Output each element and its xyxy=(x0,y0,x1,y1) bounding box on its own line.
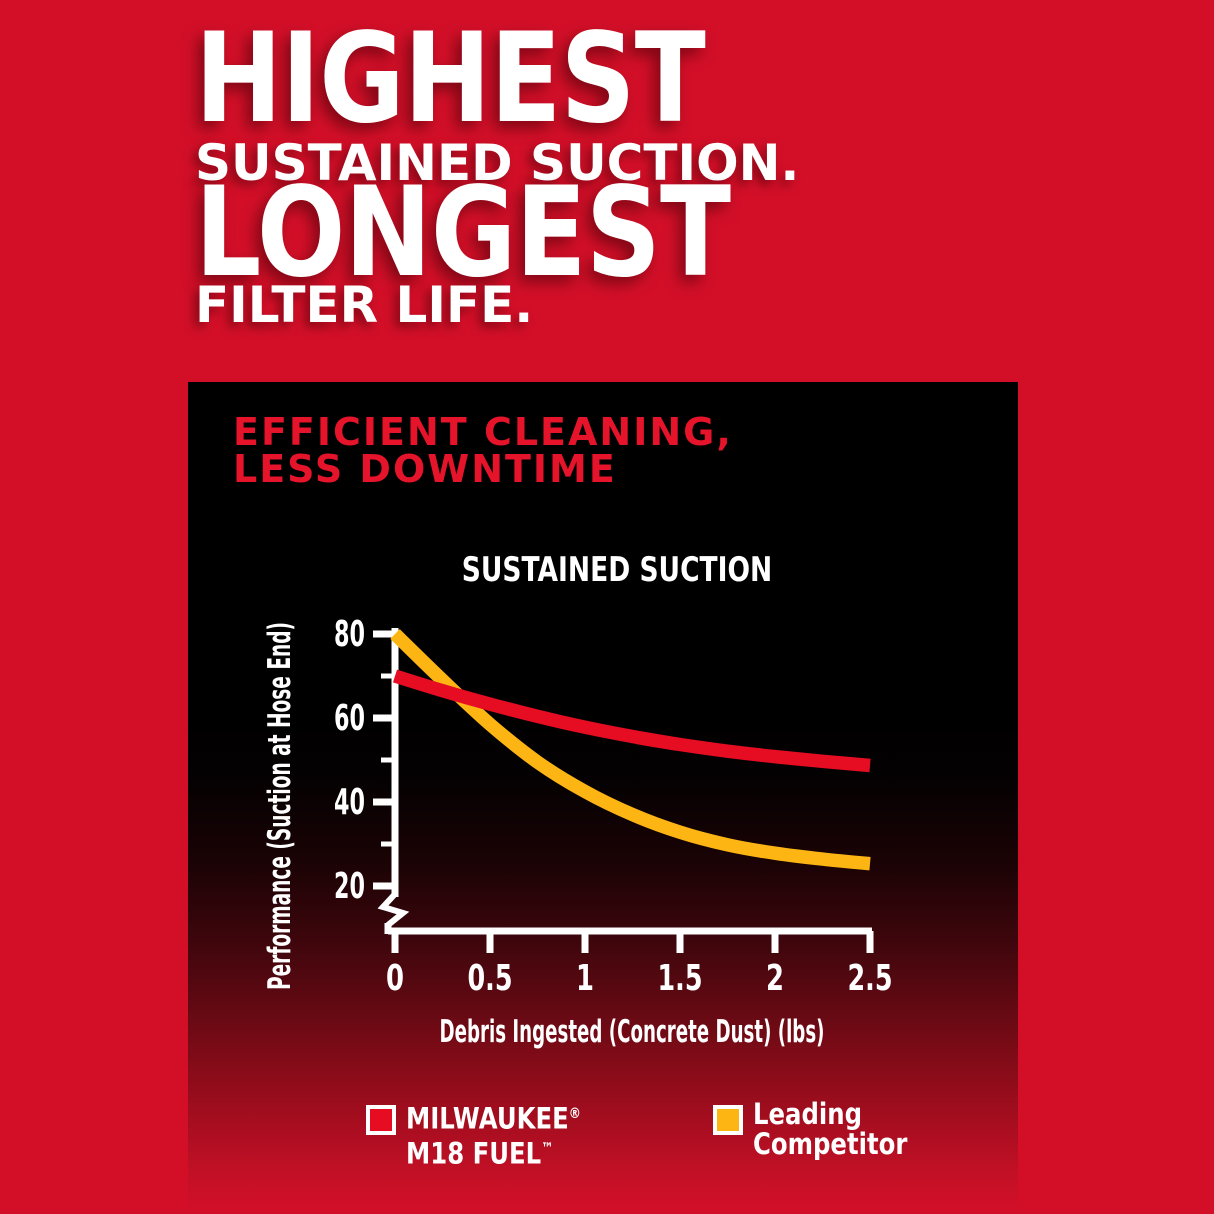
hero-line-longest: LONGEST xyxy=(195,161,731,305)
hero-line-filter-life: FILTER LIFE. xyxy=(195,276,534,334)
legend-m18-fuel-text: M18 FUEL xyxy=(406,1136,542,1171)
competitor-series-swatch-icon xyxy=(713,1105,743,1135)
panel-heading: EFFICIENT CLEANING, LESS DOWNTIME xyxy=(233,413,733,491)
hero-line-highest: HIGHEST xyxy=(195,7,706,151)
hero-line-sustained-suction: SUSTAINED SUCTION. xyxy=(195,134,800,192)
hero-headline: HIGHEST SUSTAINED SUCTION. LONGEST FILTE… xyxy=(195,0,1095,360)
registered-mark: ® xyxy=(568,1106,581,1122)
legend-competitor-text: Competitor xyxy=(753,1127,908,1161)
legend-label-milwaukee: MILWAUKEE® M18 FUEL™ xyxy=(406,1099,581,1171)
milwaukee-series-swatch-icon xyxy=(366,1105,396,1135)
panel-heading-line2: LESS DOWNTIME xyxy=(233,447,617,491)
trademark-mark: ™ xyxy=(541,1140,554,1157)
legend-milwaukee-text: MILWAUKEE xyxy=(406,1101,569,1136)
chart-title: SUSTAINED SUCTION xyxy=(461,550,773,590)
panel-heading-line1: EFFICIENT CLEANING, xyxy=(233,410,733,454)
legend-leading-text: Leading xyxy=(753,1097,863,1131)
chart-panel: EFFICIENT CLEANING, LESS DOWNTIME SUSTAI… xyxy=(188,382,1018,1214)
legend-label-competitor: Leading Competitor xyxy=(753,1099,907,1159)
